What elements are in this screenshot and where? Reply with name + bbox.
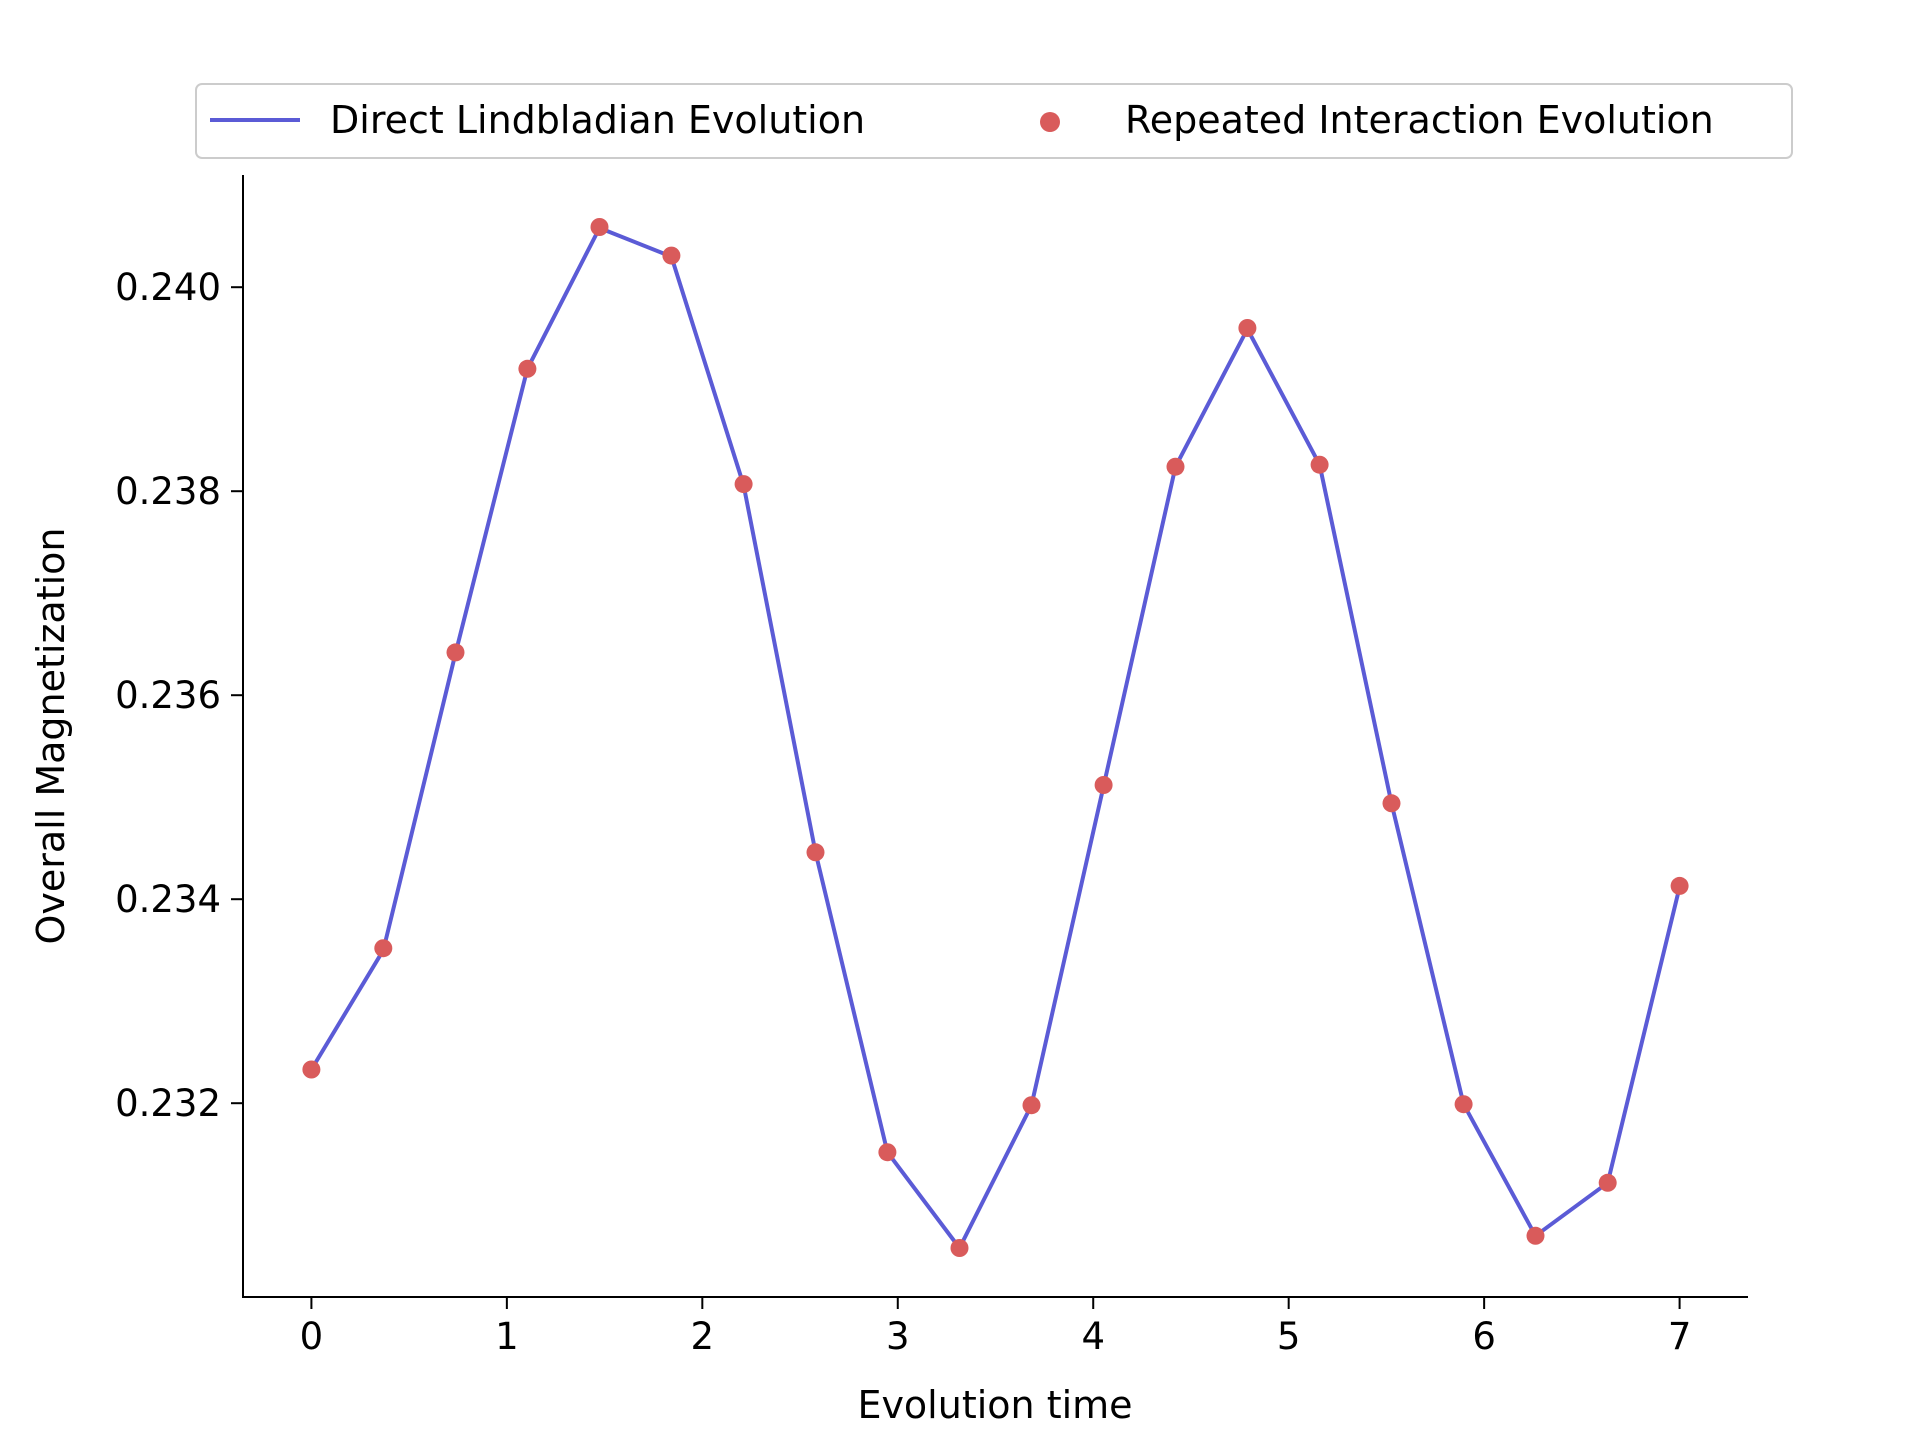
y-ticks: 0.232 0.234 0.236 0.238 0.240 xyxy=(115,266,243,1125)
legend-box xyxy=(195,83,1793,159)
x-tick-label: 4 xyxy=(1081,1315,1105,1358)
scatter-point-repeated-interaction xyxy=(1094,776,1113,794)
scatter-point-repeated-interaction xyxy=(806,843,825,862)
scatter-point-repeated-interaction xyxy=(518,359,537,378)
legend-label-direct-lindbladian: Direct Lindbladian Evolution xyxy=(330,98,865,142)
scatter-point-repeated-interaction xyxy=(734,475,753,494)
x-tick-label: 1 xyxy=(495,1315,519,1358)
legend-label-repeated-interaction: Repeated Interaction Evolution xyxy=(1125,98,1714,142)
scatter-point-repeated-interaction xyxy=(302,1060,321,1079)
plot-area: 0 1 2 3 4 5 6 7 0.232 0.234 0.236 0.238 0.240 xyxy=(115,175,1748,1358)
scatter-point-repeated-interaction xyxy=(1526,1226,1545,1245)
scatter-point-repeated-interaction xyxy=(950,1239,969,1257)
scatter-point-repeated-interaction xyxy=(1238,319,1257,337)
scatter-point-repeated-interaction xyxy=(446,643,465,662)
scatter-point-repeated-interaction xyxy=(374,939,393,958)
y-tick-label: 0.238 xyxy=(115,470,221,513)
scatter-point-repeated-interaction xyxy=(1598,1173,1617,1192)
scatter-point-repeated-interaction xyxy=(878,1143,897,1162)
series-line-direct-lindbladian xyxy=(309,226,1682,1250)
x-tick-label: 2 xyxy=(691,1315,715,1358)
legend-dot-swatch xyxy=(1040,112,1060,132)
scatter-point-repeated-interaction xyxy=(662,246,681,265)
scatter-point-repeated-interaction xyxy=(1022,1096,1041,1115)
scatter-point-repeated-interaction xyxy=(1454,1095,1473,1114)
y-tick-label: 0.240 xyxy=(115,266,221,309)
x-tick-label: 0 xyxy=(300,1315,324,1358)
legend: Direct Lindbladian Evolution Repeated In… xyxy=(195,83,1793,159)
x-axis-title: Evolution time xyxy=(857,1383,1132,1427)
y-tick-label: 0.236 xyxy=(115,674,221,717)
scatter-point-repeated-interaction xyxy=(1382,794,1401,813)
y-tick-label: 0.232 xyxy=(115,1082,221,1125)
scatter-point-repeated-interaction xyxy=(1310,455,1329,474)
x-tick-label: 6 xyxy=(1472,1315,1496,1358)
x-tick-label: 7 xyxy=(1668,1315,1692,1358)
x-ticks: 0 1 2 3 4 5 6 7 xyxy=(300,1297,1692,1358)
scatter-point-repeated-interaction xyxy=(1166,457,1185,476)
x-tick-label: 5 xyxy=(1277,1315,1301,1358)
y-tick-label: 0.234 xyxy=(115,878,221,921)
scatter-point-repeated-interaction xyxy=(1670,876,1689,895)
y-axis-title: Overall Magnetization xyxy=(29,527,73,944)
scatter-point-repeated-interaction xyxy=(590,218,609,236)
series-layer xyxy=(302,218,1689,1257)
x-tick-label: 3 xyxy=(886,1315,910,1358)
